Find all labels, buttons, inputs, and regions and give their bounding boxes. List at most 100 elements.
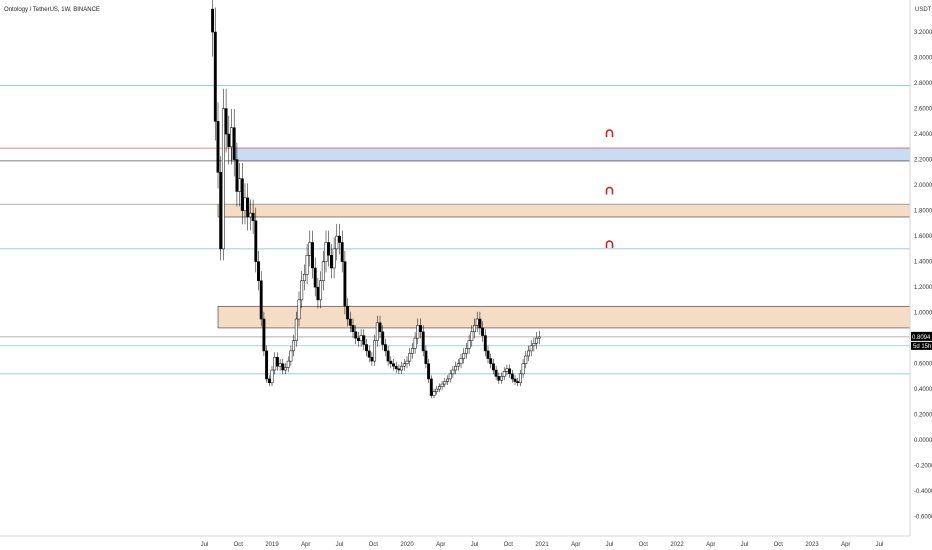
candle-body <box>370 357 374 362</box>
candle <box>467 334 471 354</box>
candle-body <box>251 212 255 222</box>
candle <box>335 223 339 261</box>
candle <box>221 88 225 261</box>
y-tick-label: 3.2000 <box>914 30 932 36</box>
candle-body <box>375 322 379 341</box>
candle-body <box>243 197 247 211</box>
candle-body <box>308 242 312 256</box>
candle-body <box>311 242 314 269</box>
candle-body <box>316 286 320 301</box>
candle <box>270 365 274 387</box>
candle-body <box>497 376 501 381</box>
candle <box>338 223 341 255</box>
candle <box>419 318 422 339</box>
candle-body <box>537 336 541 339</box>
candle-body <box>302 274 306 282</box>
candle-body <box>321 261 325 282</box>
candle <box>248 199 252 231</box>
candle-body <box>289 350 293 362</box>
candle-body <box>227 133 231 148</box>
candle-body <box>491 363 495 371</box>
candle <box>289 345 293 366</box>
candle-body <box>475 318 479 326</box>
candle <box>489 353 493 369</box>
candle <box>451 365 455 378</box>
candle-body <box>235 159 239 192</box>
candle-body <box>335 235 339 250</box>
candle-body <box>392 363 395 367</box>
candle-body <box>224 108 228 135</box>
candle-body <box>446 378 449 382</box>
y-tick-label: -0.2000 <box>914 464 932 470</box>
candle-body <box>462 353 466 359</box>
candle-body <box>470 331 474 341</box>
candle <box>464 342 468 359</box>
candle-body <box>246 197 250 218</box>
candle <box>524 350 528 369</box>
x-tick-label: Oct <box>234 542 244 548</box>
candle <box>516 377 520 387</box>
candle-body <box>429 378 433 396</box>
zone-blue-0 <box>231 147 911 162</box>
candle <box>340 230 344 273</box>
candle-body <box>332 248 336 269</box>
candle <box>486 345 490 364</box>
candle <box>281 359 285 375</box>
candle <box>481 321 485 342</box>
candle <box>400 361 404 375</box>
candle <box>510 369 514 383</box>
candle <box>529 340 533 357</box>
candle <box>378 315 382 339</box>
candle <box>459 353 463 369</box>
magnet-icon <box>605 186 614 195</box>
candle <box>427 359 431 383</box>
candle <box>243 183 247 225</box>
candle <box>392 359 395 371</box>
candle <box>502 367 506 381</box>
candle <box>359 329 363 347</box>
y-tick-label: 1.4000 <box>914 260 932 266</box>
candle <box>397 364 401 375</box>
x-tick-label: Jul <box>606 542 614 548</box>
candle <box>475 311 479 333</box>
candle <box>275 352 279 371</box>
countdown-badge-bg <box>911 341 932 350</box>
candle-body <box>416 325 420 339</box>
candle <box>405 356 409 369</box>
candle-body <box>259 280 263 320</box>
candle <box>443 377 447 388</box>
candle-body <box>297 299 301 320</box>
candle-body <box>324 242 328 262</box>
candle-body <box>367 350 371 358</box>
y-tick-label: 1.6000 <box>914 234 932 240</box>
candle <box>527 345 530 362</box>
x-tick-label: Apr <box>841 542 850 548</box>
magnet-icon <box>605 240 614 249</box>
candle-body <box>521 363 525 375</box>
candle <box>429 375 433 399</box>
candle <box>413 332 417 354</box>
candle <box>402 359 406 371</box>
candle <box>300 271 304 309</box>
candle <box>537 330 541 345</box>
y-tick-label: 1.8000 <box>914 209 932 215</box>
candle <box>216 102 220 189</box>
candle <box>448 369 452 383</box>
candle-body <box>405 360 409 364</box>
x-tick-label: Jul <box>201 542 209 548</box>
candle-body <box>502 371 506 377</box>
candle-body <box>348 318 352 326</box>
candle-body <box>513 378 517 382</box>
x-tick-label: Oct <box>639 542 649 548</box>
candle-body <box>270 369 274 384</box>
candle-body <box>524 355 528 364</box>
candle-body <box>300 280 304 301</box>
candle-body <box>427 363 431 380</box>
candle <box>319 271 323 309</box>
candle <box>521 359 525 378</box>
x-tick-label: Apr <box>571 542 580 548</box>
x-tick-label: 2023 <box>805 542 819 548</box>
candle <box>410 342 414 359</box>
candle <box>440 380 444 390</box>
